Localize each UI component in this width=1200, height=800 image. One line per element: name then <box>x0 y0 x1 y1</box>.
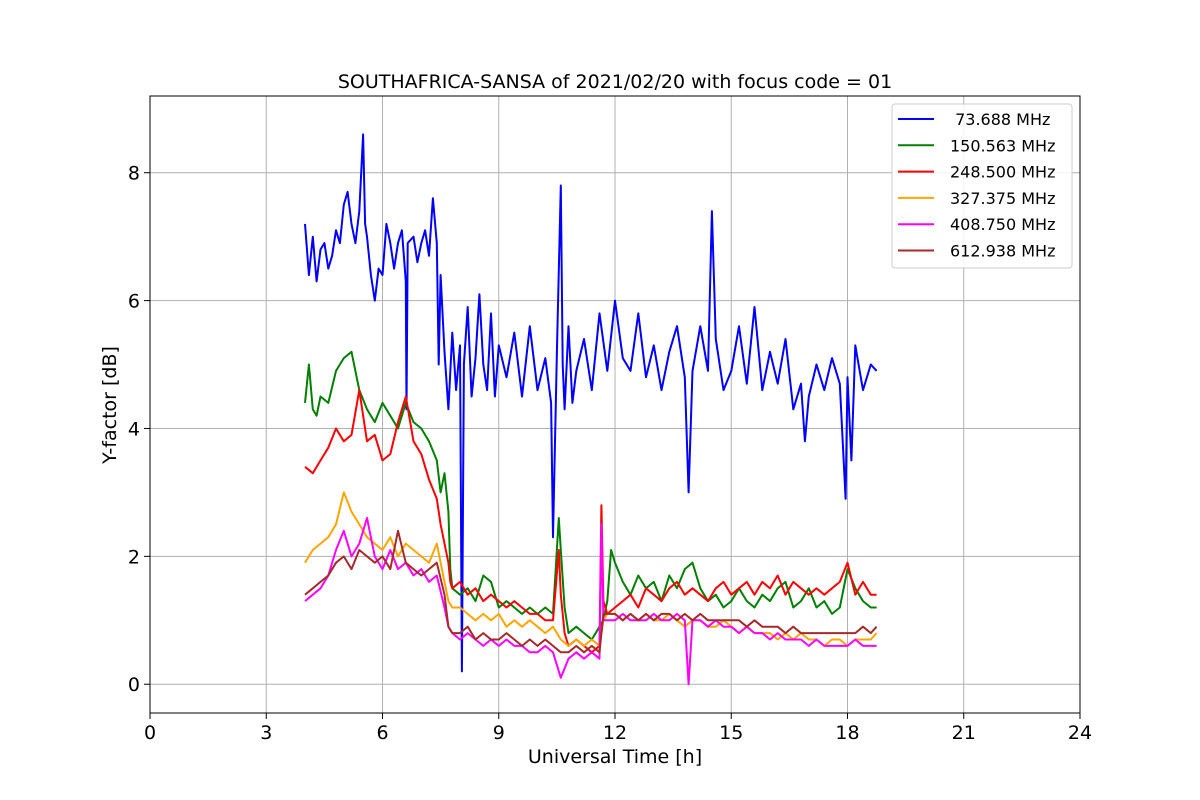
legend-box <box>891 103 1073 269</box>
chart-title: SOUTHAFRICA-SANSA of 2021/02/20 with foc… <box>338 71 892 93</box>
y-tick-label: 0 <box>128 674 140 696</box>
x-tick-label: 12 <box>603 722 627 744</box>
series-line-612-938-mhz <box>304 529 878 654</box>
y-axis-ticks: 0 2 4 6 8 <box>128 163 150 696</box>
series-line-73-688-mhz <box>304 133 878 673</box>
x-tick-label: 21 <box>952 722 976 744</box>
y-tick-label: 2 <box>128 546 140 568</box>
legend-label: 150.563 MHz <box>950 136 1055 155</box>
x-tick-label: 3 <box>260 722 272 744</box>
legend: 73.688 MHz 150.563 MHz 248.500 MHz 327.375 … <box>891 103 1073 269</box>
y-tick-label: 8 <box>128 163 140 185</box>
legend-label: 248.500 MHz <box>950 163 1055 182</box>
x-tick-label: 18 <box>835 722 859 744</box>
legend-label: 327.375 MHz <box>950 189 1055 208</box>
series-lines <box>304 133 878 686</box>
x-tick-label: 9 <box>493 722 505 744</box>
legend-label: 612.938 MHz <box>950 242 1055 261</box>
y-axis-label: Y-factor [dB] <box>99 346 121 465</box>
x-tick-label: 15 <box>719 722 743 744</box>
y-tick-label: 6 <box>128 291 140 313</box>
x-tick-label: 0 <box>144 722 156 744</box>
y-tick-label: 4 <box>128 418 140 440</box>
x-axis-ticks: 0 3 6 9 12 15 18 21 24 <box>144 713 1092 744</box>
x-tick-label: 24 <box>1068 722 1092 744</box>
legend-label: 408.750 MHz <box>950 215 1055 234</box>
series-line-248-500-mhz <box>304 389 877 654</box>
x-axis-label: Universal Time [h] <box>528 746 702 768</box>
legend-label: 73.688 MHz <box>950 110 1050 129</box>
x-tick-label: 6 <box>376 722 388 744</box>
